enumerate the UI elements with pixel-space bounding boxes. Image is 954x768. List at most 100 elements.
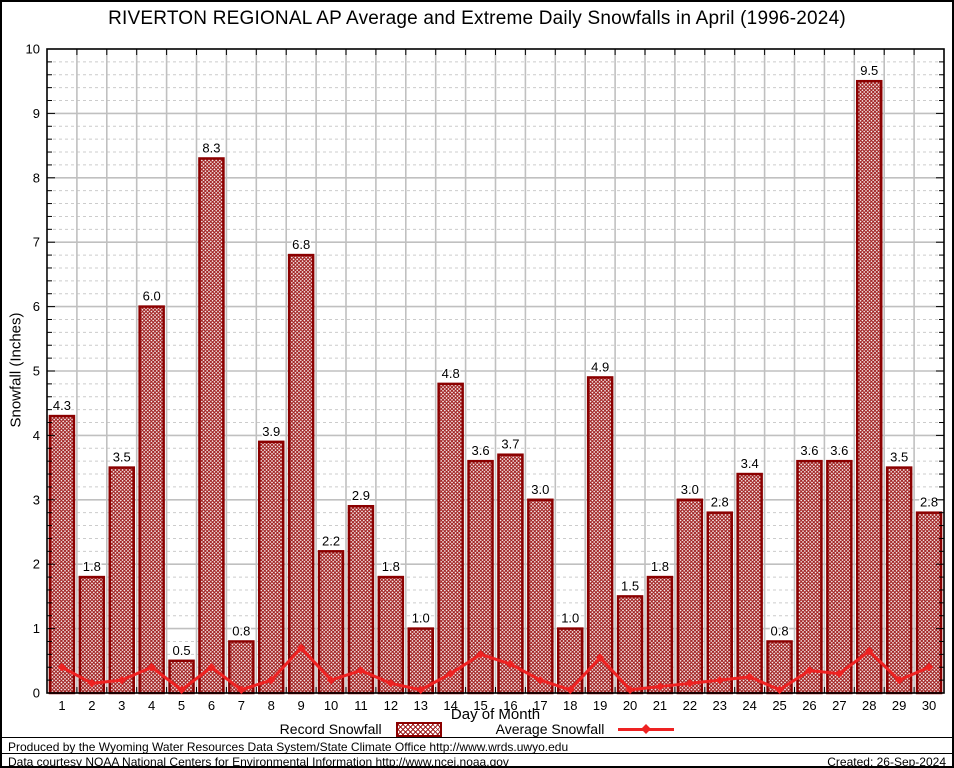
bar-day-11 xyxy=(347,504,375,695)
bar-value-labels: 4.3 1.8 3.5 6.0 0.5 8.3 0.8 3.9 6.8 2.2 2.9 1.8 1.0 4… xyxy=(51,62,939,660)
bar-day-26 xyxy=(796,459,823,695)
average-point-day-13 xyxy=(416,685,425,694)
bar-label-day-7: 0.8 xyxy=(232,623,250,638)
bar-label-day-21: 1.8 xyxy=(651,559,669,574)
bar-label-day-27: 3.6 xyxy=(830,443,848,458)
x-tick-label-20: 20 xyxy=(623,698,637,713)
x-tick-label-30: 30 xyxy=(922,698,936,713)
x-tick-label-22: 22 xyxy=(683,698,697,713)
x-tick-label-2: 2 xyxy=(88,698,95,713)
average-point-day-26 xyxy=(805,666,814,675)
x-tick-label-17: 17 xyxy=(533,698,547,713)
bar-label-day-3: 3.5 xyxy=(113,450,131,465)
bar-label-day-6: 8.3 xyxy=(202,140,220,155)
bar-day-18 xyxy=(557,627,584,695)
bar-day-9 xyxy=(287,253,315,695)
bar-day-27 xyxy=(826,459,853,695)
x-tick-label-7: 7 xyxy=(238,698,245,713)
bar-day-6 xyxy=(198,157,225,695)
average-point-day-14 xyxy=(446,669,455,678)
x-tick-label-25: 25 xyxy=(772,698,786,713)
footer-created-date: Created: 26-Sep-2024 xyxy=(827,755,946,768)
chart-title: RIVERTON REGIONAL AP Average and Extreme… xyxy=(108,8,846,29)
average-point-day-24 xyxy=(745,672,754,682)
bar-day-14 xyxy=(437,382,464,695)
x-tick-label-6: 6 xyxy=(208,698,215,713)
average-point-day-11 xyxy=(356,666,366,675)
bar-day-19 xyxy=(586,376,614,695)
bar-label-day-16: 3.7 xyxy=(501,437,519,452)
average-point-day-25 xyxy=(775,685,784,694)
average-point-day-2 xyxy=(87,679,97,688)
x-tick-label-8: 8 xyxy=(268,698,275,713)
average-point-day-3 xyxy=(117,675,126,685)
x-tick-label-23: 23 xyxy=(713,698,727,713)
bar-label-day-12: 1.8 xyxy=(382,559,400,574)
bar-label-day-19: 4.9 xyxy=(591,359,609,374)
y-tick-label-8: 8 xyxy=(33,170,40,185)
average-point-day-17 xyxy=(536,675,545,685)
average-point-day-10 xyxy=(326,675,336,685)
bar-label-day-17: 3.0 xyxy=(531,482,549,497)
footer-divider-2 xyxy=(2,753,952,754)
bar-label-day-1: 4.3 xyxy=(53,398,71,413)
gridlines xyxy=(47,49,944,693)
average-point-day-21 xyxy=(655,682,665,691)
bar-day-20 xyxy=(616,595,644,695)
x-tick-label-21: 21 xyxy=(653,698,667,713)
average-point-day-27 xyxy=(835,669,844,678)
y-tick-label-4: 4 xyxy=(33,428,40,443)
bar-label-day-15: 3.6 xyxy=(472,443,490,458)
bar-label-day-11: 2.9 xyxy=(352,488,370,503)
average-point-day-28 xyxy=(865,646,874,656)
x-tick-label-5: 5 xyxy=(178,698,185,713)
bar-label-day-22: 3.0 xyxy=(681,482,699,497)
average-point-day-20 xyxy=(625,685,635,694)
bar-day-30 xyxy=(915,511,943,695)
x-tick-label-26: 26 xyxy=(802,698,816,713)
x-tick-label-10: 10 xyxy=(324,698,338,713)
average-snowfall-swatch xyxy=(618,724,675,734)
x-tick-label-16: 16 xyxy=(503,698,517,713)
bar-day-12 xyxy=(377,575,405,695)
footer-credits-row: Data courtesy NOAA National Centers for … xyxy=(8,755,946,768)
average-point-day-6 xyxy=(207,663,216,672)
footer-data-courtesy: Data courtesy NOAA National Centers for … xyxy=(8,755,509,768)
average-point-day-8 xyxy=(267,675,276,685)
average-point-day-4 xyxy=(147,663,156,672)
average-point-day-23 xyxy=(715,675,724,685)
x-tick-label-11: 11 xyxy=(354,698,368,713)
bar-day-8 xyxy=(258,440,285,695)
bar-day-28 xyxy=(856,79,883,695)
bar-label-day-24: 3.4 xyxy=(741,456,759,471)
y-tick-label-5: 5 xyxy=(33,364,40,379)
bar-label-day-4: 6.0 xyxy=(143,289,161,304)
bar-label-day-30: 2.8 xyxy=(920,495,938,510)
x-tick-label-15: 15 xyxy=(473,698,487,713)
y-tick-label-2: 2 xyxy=(33,557,40,572)
record-snowfall-swatch xyxy=(395,721,442,737)
bar-day-13 xyxy=(407,627,434,695)
average-snowfall-line xyxy=(57,643,934,694)
y-tick-label-6: 6 xyxy=(33,299,40,314)
x-axis-label: Day of Month xyxy=(450,706,541,723)
bar-label-day-5: 0.5 xyxy=(173,643,191,658)
bar-day-22 xyxy=(676,498,704,695)
y-tick-label-9: 9 xyxy=(33,106,40,121)
average-point-day-7 xyxy=(237,685,246,694)
x-tick-label-13: 13 xyxy=(414,698,428,713)
x-tick-label-19: 19 xyxy=(593,698,607,713)
legend-record-label: Record Snowfall xyxy=(279,721,382,737)
average-point-day-30 xyxy=(924,663,934,672)
bar-label-day-2: 1.8 xyxy=(83,559,101,574)
bar-day-29 xyxy=(885,466,913,695)
average-point-day-9 xyxy=(296,643,306,653)
bar-day-2 xyxy=(78,575,106,695)
bar-day-17 xyxy=(527,498,554,695)
bar-label-day-26: 3.6 xyxy=(800,443,818,458)
bar-label-day-8: 3.9 xyxy=(262,424,280,439)
average-point-day-15 xyxy=(476,650,485,659)
x-tick-label-14: 14 xyxy=(443,698,457,713)
